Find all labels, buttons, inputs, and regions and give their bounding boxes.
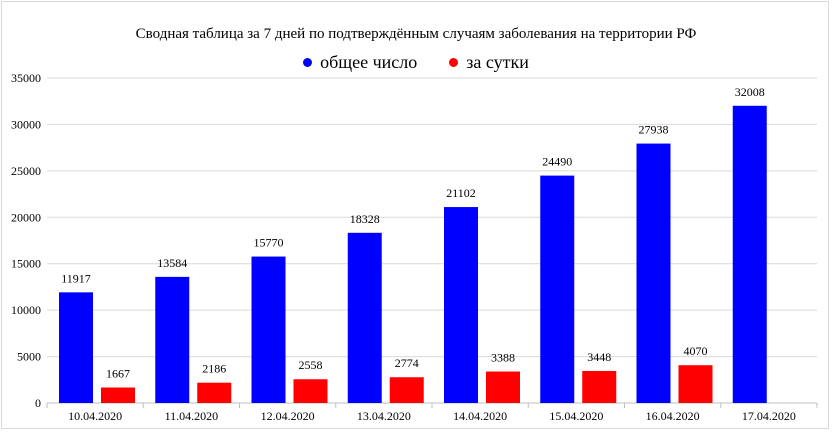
chart-title: Сводная таблица за 7 дней по подтверждён… [135,26,697,42]
data-label: 13584 [157,256,187,270]
legend-label-daily: за сутки [466,52,529,72]
y-tick-label: 30000 [11,117,41,131]
bar-total [59,292,93,403]
data-label: 3448 [587,350,611,364]
data-label: 2558 [299,358,323,372]
x-tick-label: 12.04.2020 [261,409,315,423]
data-label: 2186 [202,362,226,376]
bar-total [251,256,286,403]
x-tick-label: 16.04.2020 [646,409,700,423]
bar-daily [678,365,713,403]
data-label: 2774 [395,356,419,370]
bar-daily [582,370,617,403]
data-label: 24490 [542,155,572,169]
data-label: 18328 [350,212,380,226]
data-label: 4070 [684,344,708,358]
x-tick-label: 13.04.2020 [357,409,411,423]
x-tick-label: 14.04.2020 [453,409,507,423]
y-tick-label: 0 [35,396,41,410]
x-tick-label: 10.04.2020 [68,409,122,423]
x-tick-label: 11.04.2020 [165,409,219,423]
data-label: 27938 [639,123,669,137]
y-tick-label: 15000 [11,257,41,271]
data-label: 1667 [106,367,130,381]
bar-daily [486,371,520,403]
data-label: 11917 [61,271,91,285]
y-tick-label: 10000 [11,303,41,317]
data-label: 15770 [254,236,284,250]
bar-total [444,207,478,403]
legend-marker-total [303,58,313,67]
y-tick-label: 25000 [11,164,41,178]
y-tick-label: 20000 [11,210,41,224]
bar-daily [101,387,135,403]
bar-total [155,276,190,403]
legend-item-total: общее число [303,52,417,73]
data-label: 32008 [735,85,765,99]
bar-total [540,175,575,403]
bar-daily [293,379,328,403]
y-tick-label: 35000 [11,71,41,85]
x-tick-label: 17.04.2020 [742,409,796,423]
bar-daily [197,382,232,403]
bar-total [636,143,671,403]
chart-legend: общее число за сутки [0,52,832,73]
bar-total [347,232,382,403]
y-tick-label: 5000 [17,350,41,364]
bar-total [732,105,767,403]
bar-daily [389,377,424,403]
data-label: 3388 [491,351,515,365]
legend-label-total: общее число [320,52,418,72]
x-tick-label: 15.04.2020 [549,409,603,423]
legend-marker-daily [449,58,459,67]
legend-item-daily: за сутки [449,52,529,73]
data-label: 21102 [446,186,476,200]
